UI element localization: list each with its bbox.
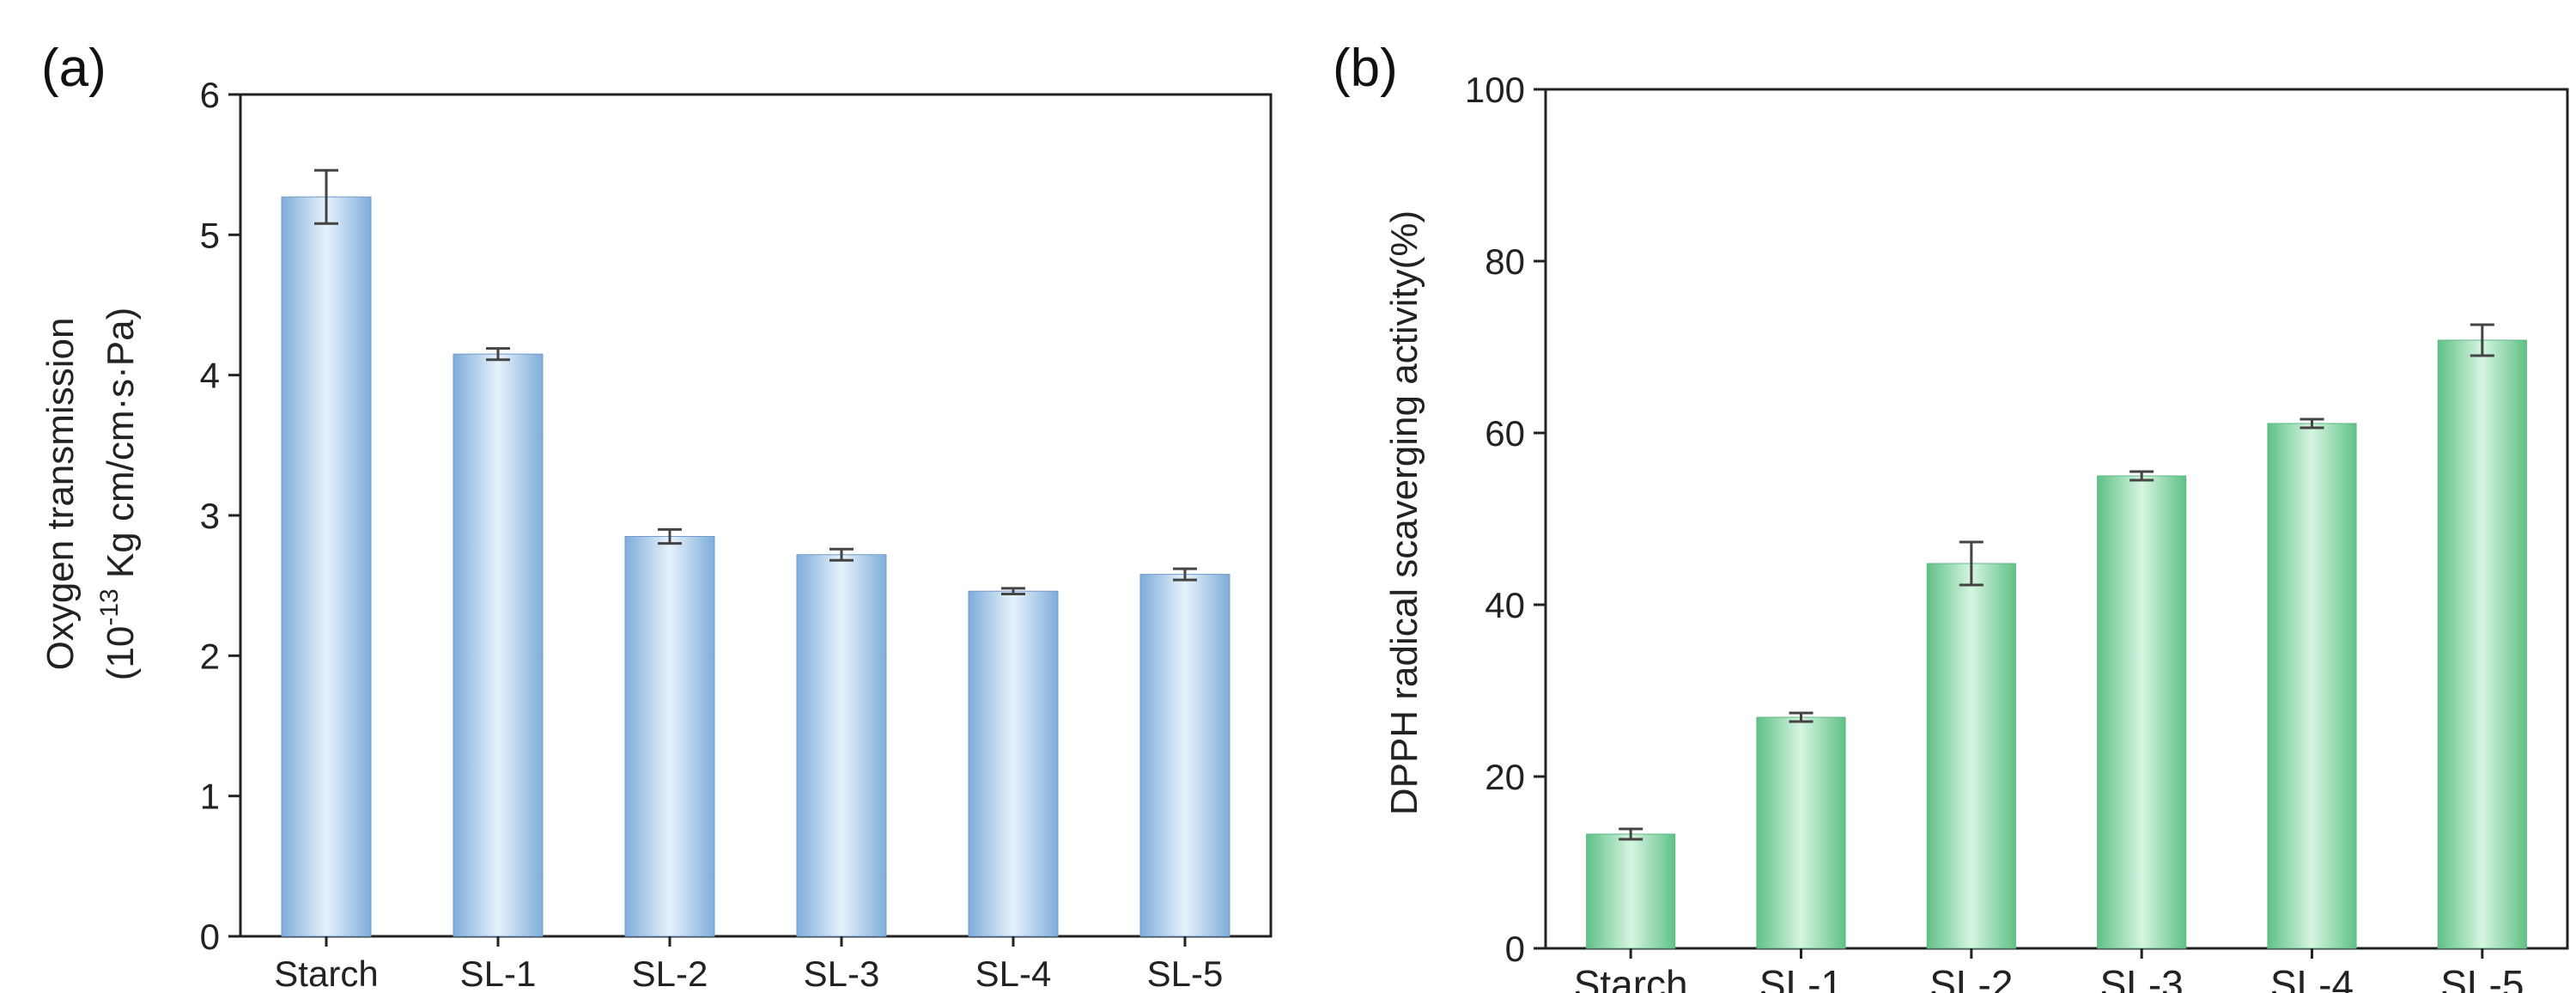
panel-a-error-bar-sl-4 (1001, 587, 1025, 595)
panel-b-y-tick-label: 20 (1485, 757, 1525, 797)
panel-a-bar-sl-3 (796, 554, 887, 937)
panel-a-bar-sl-4 (968, 590, 1059, 937)
panel-a-y-tick-label: 5 (200, 215, 220, 255)
panel-a-y-axis-units-prefix: (10 (100, 626, 142, 681)
panel-b-error-bar-sl-2 (1959, 540, 1984, 587)
panel-a-x-tick-label-starch: Starch (274, 953, 378, 993)
panel-a-bar-starch (281, 196, 372, 937)
panel-a-y-axis-title: Oxygen transmission (39, 318, 82, 671)
panel-b-dpph-activity: (b) DPPH radical scaverging activity(%) … (1333, 39, 2569, 993)
panel-b-x-tick-label-sl-2: SL-2 (1929, 962, 2013, 993)
panel-a-axes-frame (239, 93, 1273, 938)
panel-b-y-tick-label: 0 (1505, 929, 1525, 969)
panel-b-plot-area: 0 20 40 60 80 100 Starch SL-1 SL-2 SL-3 SL-4 SL-5 (1465, 70, 2569, 993)
panel-a-y-axis-units-suffix: Kg cm/cm·s·Pa) (100, 308, 142, 589)
panel-a-oxygen-transmission: (a) Oxygen transmission (10-13 Kg cm/cm·… (39, 39, 1273, 993)
panel-a-x-tick-label-sl-1: SL-1 (460, 953, 537, 993)
panel-b-label: (b) (1333, 39, 1398, 98)
panel-b-x-tick-label-sl-4: SL-4 (2270, 962, 2354, 993)
panel-a-error-bar-sl-5 (1173, 567, 1197, 582)
panel-a-y-tick-label: 6 (200, 75, 220, 115)
panel-b-axes-frame (1544, 88, 2569, 950)
panel-a-error-bar-sl-1 (486, 347, 510, 362)
panel-b-error-bar-sl-3 (2129, 470, 2154, 482)
panel-b-x-tick-label-sl-1: SL-1 (1759, 962, 1843, 993)
panel-b-error-bar-sl-1 (1789, 711, 1814, 723)
panel-b-x-tick-label-sl-3: SL-3 (2100, 962, 2184, 993)
panel-a-error-bar-sl-2 (658, 527, 682, 545)
panel-b-x-tick-label-sl-5: SL-5 (2440, 962, 2524, 993)
panel-a-bar-sl-2 (624, 536, 715, 937)
panel-b-error-bar-sl-4 (2300, 417, 2324, 429)
panel-a-bar-sl-1 (453, 353, 544, 937)
panel-a-x-tick-label-sl-2: SL-2 (632, 953, 708, 993)
panel-a-y-tick-label: 2 (200, 636, 220, 676)
panel-a-x-tick-label-sl-3: SL-3 (804, 953, 880, 993)
panel-a-y-axis-title-line1: Oxygen transmission (39, 318, 82, 671)
panel-b-y-axis-title: DPPH radical scaverging activity(%) (1383, 210, 1425, 815)
panel-b-error-bar-starch (1619, 827, 1643, 841)
panel-b-y-tick-label: 40 (1485, 585, 1525, 625)
panel-b-bar-sl-2 (1926, 563, 2016, 949)
panel-a-y-axis-units-exponent: -13 (95, 588, 124, 625)
panel-b-bar-sl-5 (2437, 339, 2527, 949)
panel-a-y-tick-label: 1 (200, 777, 220, 817)
panel-a-label: (a) (41, 39, 106, 98)
panel-a-x-tick-label-sl-4: SL-4 (975, 953, 1052, 993)
panel-b-bar-sl-3 (2097, 475, 2187, 949)
panel-b-y-tick-label: 60 (1485, 413, 1525, 454)
panel-a-error-bar-sl-3 (829, 547, 854, 562)
panel-a-error-bar-starch (314, 168, 338, 225)
panel-b-bar-sl-4 (2267, 423, 2357, 949)
panel-a-y-axis-units: (10-13 Kg cm/cm·s·Pa) (95, 308, 142, 681)
panel-a-y-tick-label: 3 (200, 496, 220, 536)
panel-a-y-tick-label: 4 (200, 356, 220, 396)
panel-b-bar-starch (1586, 833, 1676, 949)
panel-a-bar-sl-5 (1139, 574, 1230, 937)
panel-a-plot-area: 0 1 2 3 4 5 6 Starch SL-1 SL-2 SL-3 SL-4 SL-5 (200, 75, 1273, 993)
panel-b-bar-sl-1 (1756, 716, 1846, 949)
panel-b-x-tick-label-starch: Starch (1574, 962, 1688, 993)
panel-b-error-bar-sl-5 (2470, 323, 2494, 357)
panel-b-y-tick-label: 80 (1485, 241, 1525, 282)
panel-b-y-tick-label: 100 (1465, 70, 1525, 110)
panel-a-y-tick-label: 0 (200, 917, 220, 957)
panel-a-x-tick-label-sl-5: SL-5 (1147, 953, 1224, 993)
